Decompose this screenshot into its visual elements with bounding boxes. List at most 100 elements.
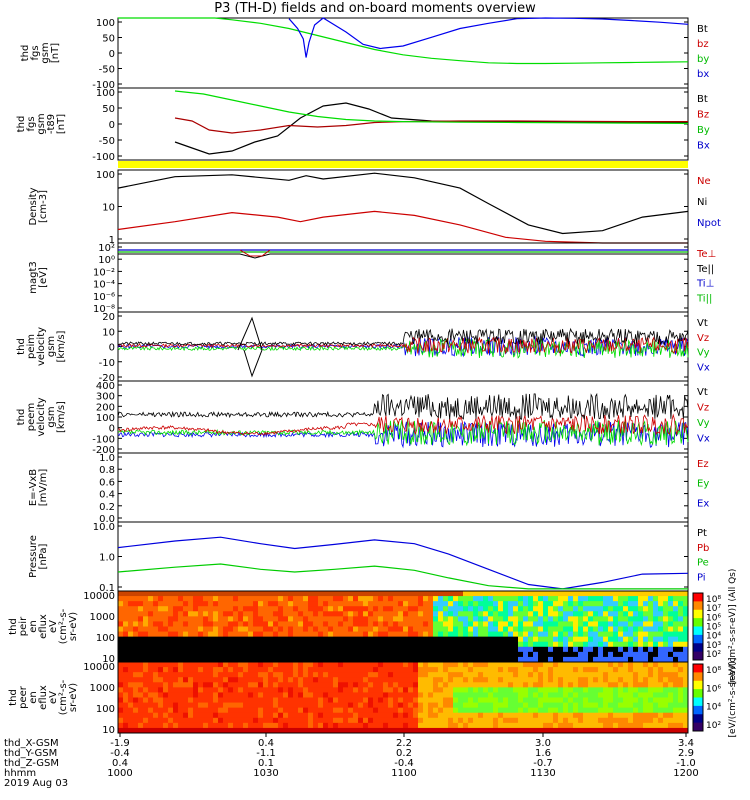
spectrogram-cell: [353, 727, 359, 734]
spectrogram-cell: [548, 722, 554, 729]
spectrogram-cell: [128, 651, 134, 658]
spectrogram-cell: [193, 727, 199, 734]
spectrogram-cell: [318, 646, 324, 653]
spectrogram-cell: [638, 687, 644, 693]
spectrogram-cell: [528, 717, 534, 724]
legend-label: Vy: [697, 348, 710, 359]
y-axis-label: (cm²-s-: [58, 679, 69, 715]
spectrogram-cell: [408, 651, 414, 658]
spectrogram-cell: [293, 702, 299, 709]
spectrogram-cell: [223, 646, 229, 653]
spectrogram-cell: [513, 646, 519, 653]
spectrogram-cell: [223, 651, 229, 658]
spectrogram-cell: [148, 722, 154, 729]
spectrogram-cell: [603, 626, 609, 633]
spectrogram-cell: [463, 667, 469, 673]
spectrogram-cell: [428, 616, 434, 622]
spectrogram-cell: [403, 687, 409, 693]
spectrogram-cell: [223, 697, 229, 704]
spectrogram-cell: [638, 717, 644, 724]
spectrogram-cell: [178, 636, 184, 643]
spectrogram-cell: [263, 601, 269, 607]
spectrogram-cell: [533, 606, 539, 612]
spectrogram-cell: [593, 641, 599, 648]
spectrogram-cell: [503, 712, 509, 719]
spectrogram-cell: [263, 636, 269, 643]
x-axis-value: 1130: [530, 768, 555, 779]
spectrogram-cell: [493, 692, 499, 698]
spectrogram-cell: [683, 662, 689, 668]
spectrogram-cell: [618, 641, 624, 648]
spectrogram-cell: [558, 601, 564, 607]
spectrogram-cell: [488, 702, 494, 709]
spectrogram-cell: [533, 596, 539, 602]
spectrogram-cell: [448, 651, 454, 658]
spectrogram-cell: [393, 646, 399, 653]
spectrogram-cell: [583, 636, 589, 643]
spectrogram-cell: [428, 636, 434, 643]
spectrogram-cell: [278, 651, 284, 658]
spectrogram-cell: [493, 621, 499, 627]
spectrogram-cell: [293, 621, 299, 627]
spectrogram-cell: [668, 611, 674, 617]
spectrogram-cell: [413, 692, 419, 698]
spectrogram-cell: [508, 601, 514, 607]
legend-label: Te||: [696, 264, 714, 275]
spectrogram-cell: [548, 697, 554, 704]
spectrogram-cell: [563, 682, 569, 688]
spectrogram-cell: [498, 641, 504, 648]
spectrogram-cell: [118, 631, 124, 638]
spectrogram-cell: [518, 596, 524, 602]
spectrogram-cell: [183, 727, 189, 734]
spectrogram-cell: [403, 707, 409, 714]
spectrogram-cell: [393, 626, 399, 633]
spectrogram-cell: [338, 591, 344, 597]
spectrogram-cell: [493, 717, 499, 724]
spectrogram-cell: [588, 606, 594, 612]
spectrogram-cell: [213, 667, 219, 673]
y-tick-label: 0: [109, 343, 115, 354]
spectrogram-cell: [573, 667, 579, 673]
spectrogram-cell: [248, 596, 254, 602]
spectrogram-cell: [178, 641, 184, 648]
spectrogram-cell: [323, 667, 329, 673]
spectrogram-cell: [198, 682, 204, 688]
spectrogram-cell: [498, 616, 504, 622]
spectrogram-cell: [463, 717, 469, 724]
spectrogram-cell: [143, 712, 149, 719]
spectrogram-cell: [563, 591, 569, 597]
spectrogram-cell: [258, 641, 264, 648]
spectrogram-cell: [193, 626, 199, 633]
spectrogram-cell: [433, 702, 439, 709]
spectrogram-cell: [618, 667, 624, 673]
spectrogram-cell: [678, 621, 684, 627]
spectrogram-cell: [233, 692, 239, 698]
spectrogram-cell: [448, 672, 454, 678]
spectrogram-cell: [483, 712, 489, 719]
spectrogram-cell: [238, 672, 244, 678]
spectrogram-cell: [558, 626, 564, 633]
spectrogram-cell: [363, 707, 369, 714]
spectrogram-cell: [613, 692, 619, 698]
spectrogram-cell: [313, 631, 319, 638]
spectrogram-cell: [448, 667, 454, 673]
spectrogram-cell: [468, 717, 474, 724]
y-axis-label: velocity: [36, 327, 47, 366]
x-axis-row-label: thd_Z-GSM: [4, 758, 59, 769]
spectrogram-cell: [628, 677, 634, 683]
spectrogram-cell: [353, 596, 359, 602]
spectrogram-cell: [323, 672, 329, 678]
spectrogram-cell: [343, 651, 349, 658]
spectrogram-cell: [203, 646, 209, 653]
spectrogram-cell: [318, 636, 324, 643]
spectrogram-cell: [263, 692, 269, 698]
spectrogram-cell: [163, 707, 169, 714]
spectrogram-cell: [303, 651, 309, 658]
spectrogram-cell: [168, 596, 174, 602]
spectrogram-cell: [273, 646, 279, 653]
spectrogram-cell: [653, 667, 659, 673]
spectrogram-cell: [368, 626, 374, 633]
spectrogram-cell: [558, 641, 564, 648]
spectrogram-cell: [538, 646, 544, 653]
spectrogram-cell: [663, 687, 669, 693]
